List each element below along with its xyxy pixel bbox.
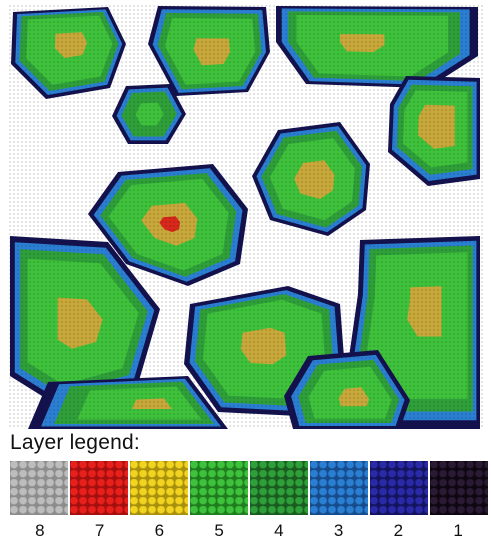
legend-swatch-3 — [310, 461, 368, 515]
island-top-left — [11, 7, 126, 99]
island-bottom-center-layer-4 — [240, 327, 287, 365]
simulation-image — [8, 4, 483, 429]
legend-label-7: 7 — [94, 521, 105, 540]
island-center — [252, 122, 370, 236]
legend-swatch-6 — [130, 461, 188, 515]
legend-swatch-8 — [10, 461, 68, 515]
legend-swatch-5 — [190, 461, 248, 515]
legend-swatch-1 — [430, 461, 488, 515]
legend-label-6: 6 — [154, 521, 165, 540]
legend-swatch-2 — [370, 461, 428, 515]
island-right-upper — [388, 76, 480, 186]
legend-swatches — [10, 461, 488, 515]
island-bottom-strip — [28, 376, 228, 429]
legend-label-1: 1 — [453, 521, 463, 540]
legend-label-5: 5 — [214, 521, 224, 540]
legend-title: Layer legend: — [10, 431, 140, 454]
legend-label-2: 2 — [393, 521, 404, 540]
island-top-right — [276, 6, 478, 88]
legend-label-3: 3 — [333, 521, 344, 540]
legend-labels: 8 7 6 5 4 3 2 1 — [10, 521, 488, 541]
island-top-center — [148, 6, 270, 96]
legend-label-8: 8 — [35, 521, 45, 540]
legend-swatch-7 — [70, 461, 128, 515]
legend-label-4: 4 — [274, 521, 284, 540]
legend-swatch-4 — [250, 461, 308, 515]
